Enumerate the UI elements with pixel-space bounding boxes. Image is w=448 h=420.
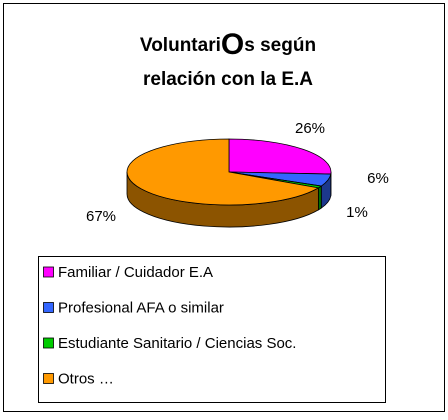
legend-swatch — [44, 374, 54, 384]
legend-label: Familiar / Cuidador E.A — [58, 264, 213, 281]
legend-label: Otros … — [58, 370, 114, 387]
legend-swatch — [44, 338, 54, 348]
legend-swatch — [44, 267, 54, 277]
chart-title: relación con la E.A — [143, 69, 313, 90]
data-label: 26% — [295, 120, 325, 137]
data-label: 67% — [86, 208, 116, 225]
data-label: 1% — [346, 204, 368, 221]
legend-label: Estudiante Sanitario / Ciencias Soc. — [58, 335, 296, 352]
legend-swatch — [44, 303, 54, 313]
data-label: 6% — [367, 170, 389, 187]
pie-slice-side — [318, 186, 321, 210]
legend-label: Profesional AFA o similar — [58, 299, 224, 316]
